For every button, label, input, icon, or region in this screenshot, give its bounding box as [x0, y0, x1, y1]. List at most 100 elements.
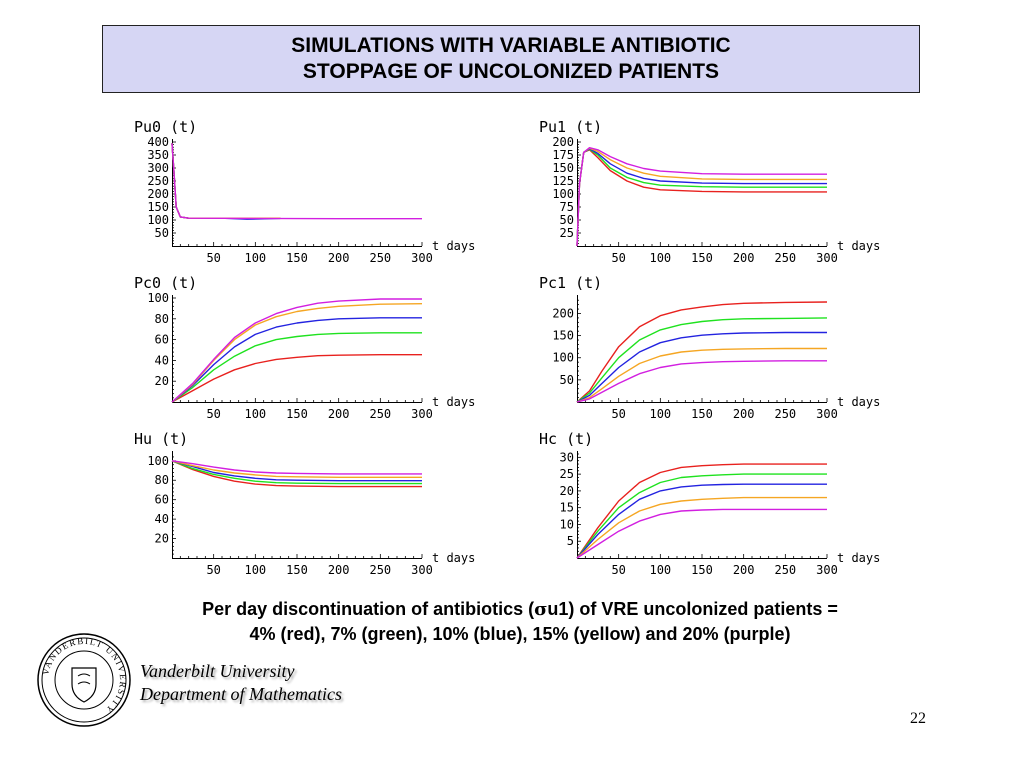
hu-series-purple: [171, 460, 422, 475]
hu-series-yellow: [171, 460, 422, 478]
pu0-ytick-label: 200: [147, 187, 169, 201]
hc-series-purple: [576, 508, 827, 559]
pc1-xtick-label: 250: [774, 407, 796, 421]
hu-series-red: [171, 460, 422, 488]
pu0-ytick-label: 350: [147, 148, 169, 162]
pc0-ytick-label: 40: [155, 353, 169, 367]
caption-line1-rest: u1) of VRE uncolonized patients =: [547, 599, 838, 619]
slide-title-line1: SIMULATIONS WITH VARIABLE ANTIBIOTIC: [291, 34, 731, 57]
hc-ytick-label: 30: [560, 450, 574, 464]
pc1-series-purple: [576, 360, 827, 403]
hu-xtick-label: 50: [206, 563, 220, 577]
pu0-ytick-label: 400: [147, 135, 169, 149]
pu0-xlabel: t days: [432, 239, 475, 253]
caption-prefix: Per day discontinuation of antibiotics (: [202, 599, 535, 619]
pu0-xtick-label: 200: [328, 251, 350, 265]
slide-title-box: SIMULATIONS WITH VARIABLE ANTIBIOTIC STO…: [102, 25, 920, 93]
pc0-ytick-label: 20: [155, 374, 169, 388]
hu-series-green: [171, 460, 422, 485]
pc0-series-green: [171, 332, 422, 403]
pu0-xtick-label: 150: [286, 251, 308, 265]
hc-series-green: [576, 473, 827, 559]
pu1-xtick-label: 100: [649, 251, 671, 265]
pc1-series-yellow: [576, 347, 827, 403]
pc0-ytick-label: 100: [147, 291, 169, 305]
pu0-ytick-label: 250: [147, 174, 169, 188]
pu0-xtick-label: 50: [206, 251, 220, 265]
pu1-ytick-label: 125: [552, 174, 574, 188]
page-number: 22: [910, 710, 926, 727]
pu0-series-red: [171, 143, 281, 219]
pu1-xtick-label: 300: [816, 251, 838, 265]
chart-pu1-panel: Pu1 (t) 25 50 75 100 125 150 175 200 50 100 150 200 2…: [535, 114, 905, 265]
pu0-series-green: [171, 143, 281, 219]
hu-series-blue: [171, 460, 422, 482]
pu0-series-yellow: [171, 143, 281, 219]
hc-xtick-label: 50: [611, 563, 625, 577]
pu0-ytick-label: 300: [147, 161, 169, 175]
pc0-xtick-label: 300: [411, 407, 433, 421]
pu1-series-purple: [576, 147, 827, 247]
pu1-xlabel: t days: [837, 239, 880, 253]
pc1-ylabel: Pc1 (t): [539, 274, 602, 292]
hu-ytick-label: 40: [155, 512, 169, 526]
pu1-ytick-label: 175: [552, 148, 574, 162]
hc-series-yellow: [576, 496, 827, 559]
pc0-xtick-label: 100: [244, 407, 266, 421]
pu1-ytick-label: 150: [552, 161, 574, 175]
hc-xtick-label: 250: [774, 563, 796, 577]
pc1-series-green: [576, 317, 828, 403]
hc-xtick-label: 200: [733, 563, 755, 577]
hc-ytick-label: 25: [560, 467, 574, 481]
pc0-series-purple: [171, 298, 422, 403]
caption-line2: 4% (red), 7% (green), 10% (blue), 15% (y…: [249, 624, 791, 644]
pc1-ytick-label: 150: [552, 329, 574, 343]
pc0-series-red: [171, 353, 422, 403]
hc-ytick-label: 20: [560, 484, 574, 498]
hc-ytick-label: 5: [567, 534, 574, 548]
hc-ytick-label: 15: [560, 501, 574, 515]
pc1-xtick-label: 50: [611, 407, 625, 421]
hc-series-blue: [576, 483, 827, 559]
pc1-series-red: [576, 301, 828, 403]
caption: Per day discontinuation of antibiotics (…: [80, 597, 960, 647]
pu0-xtick-label: 250: [369, 251, 391, 265]
chart-hu-panel: Hu (t) 20 40 60 80 100 50 100 150 200 250 300 t days: [130, 426, 500, 577]
slide-title-line2: STOPPAGE OF UNCOLONIZED PATIENTS: [302, 60, 720, 83]
pu1-series-blue: [576, 148, 827, 247]
pu0-ytick-label: 100: [147, 213, 169, 227]
chart-pc1-panel: Pc1 (t) 50 100 150 200 50 100 150 200 250 300 t day…: [535, 270, 905, 421]
pc0-xtick-label: 250: [369, 407, 391, 421]
university-line2: Department of Mathematics: [140, 684, 342, 704]
hc-ylabel: Hc (t): [539, 430, 593, 448]
pc0-series-blue: [171, 317, 422, 403]
pc0-xlabel: t days: [432, 395, 475, 409]
pc1-xtick-label: 100: [649, 407, 671, 421]
pu1-xtick-label: 200: [733, 251, 755, 265]
pc1-ytick-label: 200: [552, 306, 574, 320]
pc1-ytick-label: 100: [552, 351, 574, 365]
sigma-symbol: σ: [534, 599, 548, 620]
pc1-xtick-label: 300: [816, 407, 838, 421]
pu1-ytick-label: 100: [552, 187, 574, 201]
seal-icon: VANDERBILT UNIVERSITY: [37, 633, 131, 727]
pu1-ylabel: Pu1 (t): [539, 118, 602, 136]
pc0-ytick-label: 80: [155, 312, 169, 326]
pu1-series-yellow: [576, 147, 827, 247]
pu1-ytick-label: 50: [560, 213, 574, 227]
pu1-ytick-label: 75: [560, 200, 574, 214]
hc-series-red: [576, 463, 827, 559]
chart-hc-panel: Hc (t) 5 10 15 20 25 30 50 100 150 200 250 300 t days: [535, 426, 905, 577]
chart-pc0-panel: Pc0 (t) 20 40 60 80 100 50 100 150 200 250 300 t day…: [130, 270, 500, 421]
pu0-xtick-label: 300: [411, 251, 433, 265]
hu-ylabel: Hu (t): [134, 430, 188, 448]
hu-xlabel: t days: [432, 551, 475, 565]
hu-xtick-label: 300: [411, 563, 433, 577]
pc1-series-blue: [576, 331, 827, 403]
hc-xtick-label: 300: [816, 563, 838, 577]
hu-ytick-label: 20: [155, 532, 169, 546]
